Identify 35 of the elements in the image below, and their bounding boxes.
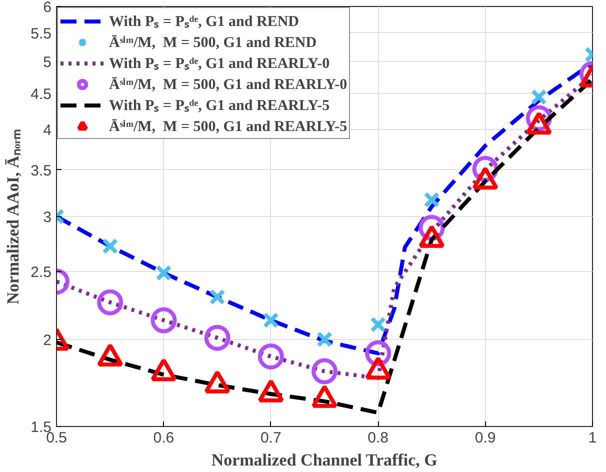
point [262, 312, 279, 328]
y-tick-label: 6 [43, 0, 52, 16]
x-tick-label: 0.8 [368, 430, 389, 446]
point [204, 324, 230, 351]
x-tick-label: 0.7 [260, 430, 282, 446]
point [312, 358, 338, 384]
point [258, 344, 284, 370]
x-tick-label: 0.9 [474, 430, 496, 446]
point [97, 289, 124, 316]
legend-label: With Pₛ = Pₛᵈᵉ, G1 and REARLY-0 [109, 55, 330, 73]
x-tick-label: 0.6 [153, 430, 174, 446]
y-tick-label: 4.5 [30, 86, 52, 104]
legend-label: Āˢⁱᵐ/M, M = 500, G1 and REARLY-5 [109, 118, 348, 136]
legend-label: With Pₛ = Pₛᵈᵉ, G1 and REND [109, 13, 299, 31]
y-tick-label: 5 [43, 54, 52, 72]
x-tick-label: 1 [588, 430, 597, 446]
point [209, 288, 226, 306]
y-tick-label: 2.5 [30, 264, 52, 282]
legend-label: Āˢⁱᵐ/M, M = 500, G1 and REARLY-0 [109, 76, 348, 94]
y-tick-label: 2 [43, 332, 52, 349]
y-tick-label: 3 [43, 209, 52, 226]
point [316, 331, 333, 348]
y-tick-label: 3.5 [30, 162, 52, 180]
y-tick-label: 5.5 [30, 25, 52, 42]
legend-label: Āˢⁱᵐ/M, M = 500, G1 and REND [109, 34, 317, 52]
legend-label: With Pₛ = Pₛᵈᵉ, G1 and REARLY-5 [109, 97, 330, 115]
point [370, 316, 386, 333]
point [156, 264, 172, 281]
point [102, 238, 118, 254]
point [530, 89, 547, 106]
x-axis-title: Normalized Channel Traffic, G [211, 450, 438, 470]
y-tick-label: 4 [43, 122, 52, 139]
point [150, 307, 177, 334]
point [424, 192, 440, 208]
y-axis-title: Normalized AAoI, Āₙₒᵣₘ [4, 129, 23, 304]
